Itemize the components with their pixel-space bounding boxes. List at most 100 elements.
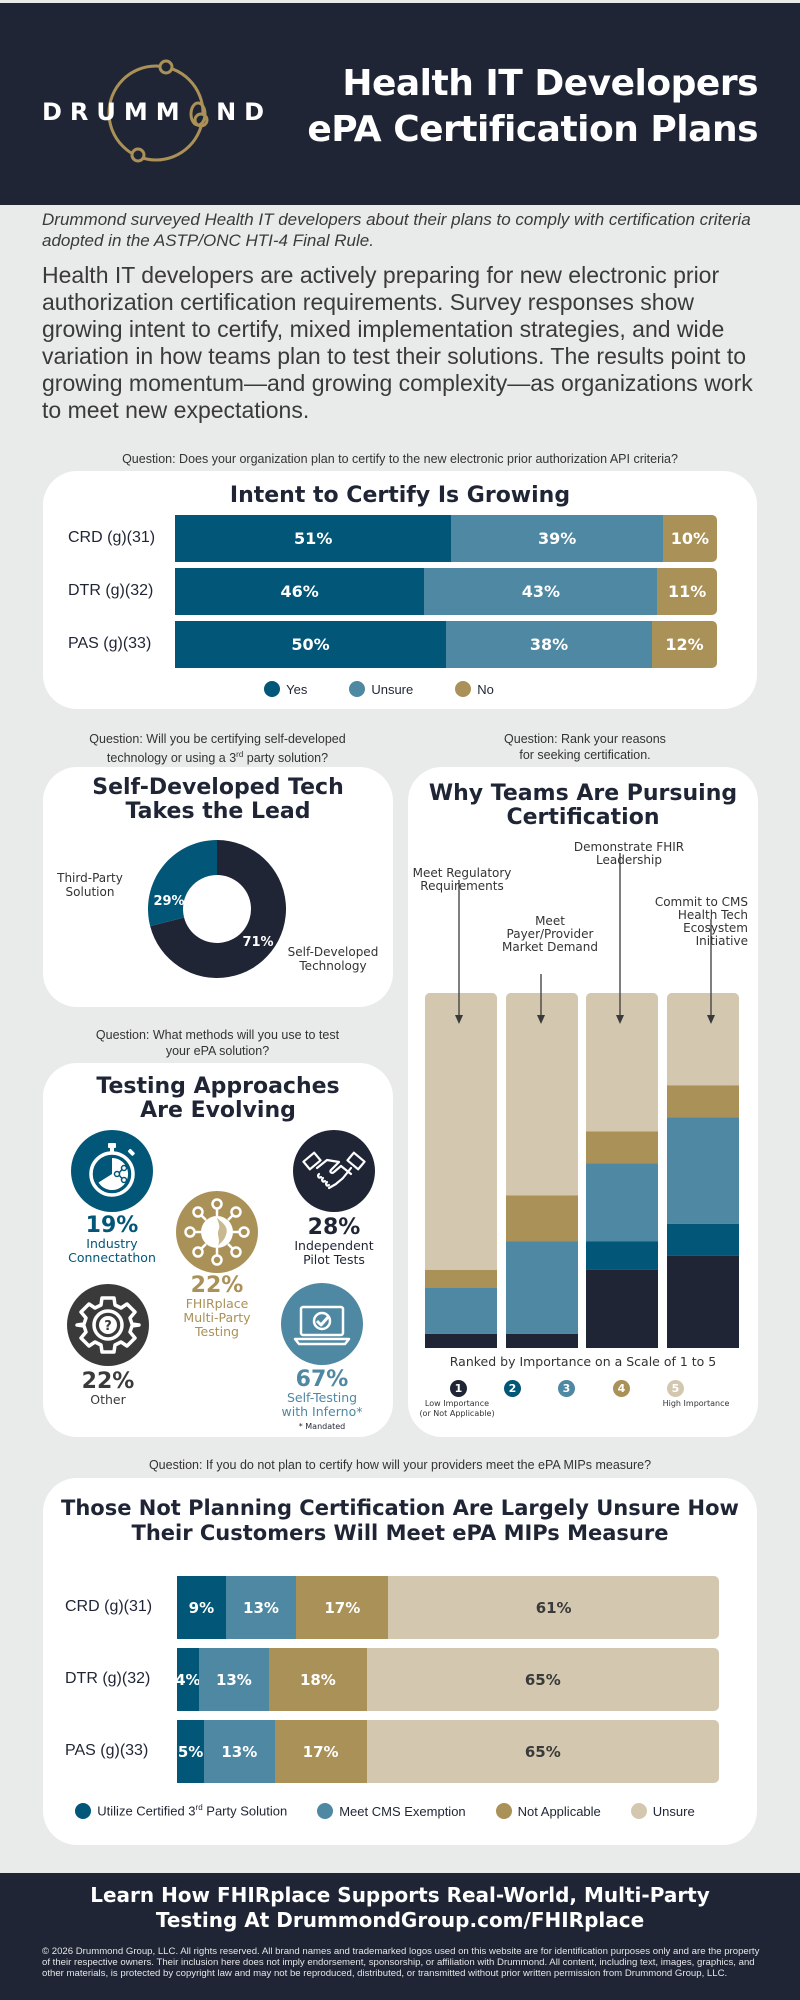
bar-row-crd-g-31: 9% 13% 17% 61%: [177, 1576, 719, 1639]
logo-text-right: ND: [216, 98, 273, 126]
bar-value-label: 4%: [177, 1670, 199, 1689]
bar-value-label: 51%: [294, 529, 333, 548]
bar-segment-utilize-certified-3rd-party-solution: 4%: [177, 1648, 199, 1711]
fhirplace-label-line1: FHIRplace: [185, 1296, 249, 1311]
bar-segment-unsure: 65%: [366, 1720, 719, 1783]
bar-value-label: 50%: [291, 635, 330, 654]
testing-item-inferno-pct: 67%: [295, 1367, 349, 1392]
selfdev-question-line1: Question: Will you be certifying self-de…: [89, 732, 346, 746]
bar-value-label: 17%: [324, 1598, 361, 1617]
bar-segment-no: 11%: [657, 568, 717, 615]
reason-category-label-line: Market Demand: [502, 940, 598, 954]
mips-title: Those Not Planning Certification Are Lar…: [43, 1496, 757, 1546]
reasons-question: Question: Rank your reasons for seeking …: [410, 731, 760, 763]
connectathon-label-line1: Industry: [86, 1236, 138, 1251]
inferno-label-line2: with Inferno*: [281, 1404, 363, 1419]
inferno-label-line1: Self-Testing: [286, 1390, 358, 1405]
bar-category-label: PAS (g)(33): [65, 1741, 149, 1759]
reason-category-label-line: Leadership: [596, 853, 662, 867]
scale-dot-3: 3: [558, 1380, 575, 1397]
bar-value-label: 11%: [668, 582, 707, 601]
reason-segment-rank-3: [425, 1287, 497, 1334]
legend-label: Not Applicable: [517, 1803, 601, 1819]
logo-text-left: DRUMM: [42, 98, 188, 126]
globe-network-icon: [184, 1198, 250, 1266]
bar-value-label: 13%: [215, 1670, 252, 1689]
testing-title-line1: Testing Approaches: [96, 1074, 340, 1099]
handshake-icon: [302, 1151, 366, 1190]
bar-segment-unsure: 39%: [451, 515, 663, 562]
page-title: Health IT Developers ePA Certification P…: [307, 61, 758, 153]
testing-card: Testing Approaches Are Evolving 19% Indu…: [43, 1063, 393, 1437]
testing-item-connectathon-label: Industry Connectathon: [51, 1237, 173, 1265]
donut-label-third-party-line2: Solution: [65, 885, 115, 899]
bar-value-label: 18%: [299, 1670, 336, 1689]
footer-cta[interactable]: Learn How FHIRplace Supports Real-World,…: [0, 1883, 800, 1933]
legend-item-utilize-certified-3rd-party-solution: Utilize Certified 3rd Party Solution: [75, 1803, 287, 1819]
bar-row-pas-g-33: 5% 13% 17% 65%: [177, 1720, 719, 1783]
reason-segment-rank-3: [506, 1241, 578, 1334]
bar-segment-not-applicable: 18%: [269, 1648, 367, 1711]
testing-item-fhirplace-pct: 22%: [190, 1273, 244, 1298]
footer-legal: © 2026 Drummond Group, LLC. All rights r…: [42, 1946, 760, 1979]
testing-item-pilot-label: Independent Pilot Tests: [273, 1239, 395, 1267]
reason-category-label-line: Demonstrate FHIR: [573, 840, 685, 854]
bar-segment-meet-cms-exemption: 13%: [225, 1576, 297, 1639]
bar-value-label: 43%: [521, 582, 560, 601]
legend-item-yes: Yes: [264, 681, 307, 697]
reason-segment-rank-1: [425, 1333, 497, 1348]
reasons-xlabel: Ranked by Importance on a Scale of 1 to …: [449, 1354, 717, 1369]
reason-segment-rank-4: [586, 1131, 658, 1164]
intro-body: Health IT developers are actively prepar…: [42, 262, 753, 423]
stopwatch-icon: [89, 1143, 135, 1197]
scale-low-line2: (or Not Applicable): [419, 1409, 495, 1418]
selfdev-title-line2: Takes the Lead: [125, 799, 311, 824]
donut-slice-third-party: [148, 840, 217, 927]
reason-category-label-line: Meet: [535, 914, 565, 928]
reason-segment-rank-5-fill: [425, 999, 497, 1270]
bar-category-label: PAS (g)(33): [68, 634, 152, 652]
top-strip: [0, 0, 800, 3]
bar-segment-yes: 51%: [175, 515, 452, 562]
reason-category-label-line: Requirements: [420, 879, 504, 893]
fhirplace-label-line3: Testing: [195, 1324, 239, 1339]
testing-title: Testing Approaches Are Evolving: [43, 1075, 393, 1123]
bar-category-label: CRD (g)(31): [65, 1597, 153, 1615]
selfdev-title-line1: Self-Developed Tech: [92, 775, 344, 800]
reason-segment-rank-4: [667, 1085, 739, 1118]
testing-item-inferno-label: Self-Testing with Inferno*: [261, 1391, 383, 1419]
testing-question: Question: What methods will you use to t…: [50, 1027, 385, 1059]
donut-value-label: 29%: [153, 894, 184, 909]
scale-dot-1: 1: [450, 1380, 467, 1397]
reason-category-label-line: Meet Regulatory: [412, 866, 512, 880]
legend-swatch: [630, 1803, 647, 1819]
footer-cta-line1[interactable]: Learn How FHIRplace Supports Real-World,…: [90, 1883, 710, 1907]
donut-slice-self-developed: [150, 840, 286, 978]
legend-item-not-applicable: Not Applicable: [495, 1803, 601, 1819]
reason-segment-rank-4: [425, 1269, 497, 1288]
donut-label-self-dev: Self-Developed Technology: [281, 945, 385, 973]
reasons-question-line2: for seeking certification.: [519, 748, 651, 762]
reason-segment-rank-3: [586, 1163, 658, 1242]
page-title-line1: Health IT Developers: [342, 63, 758, 104]
reason-segment-rank-2: [586, 1241, 658, 1270]
footer-cta-line2[interactable]: Testing At DrummondGroup.com/FHIRplace: [155, 1908, 645, 1932]
arrow-down-icon: [707, 1015, 715, 1024]
donut-label-third-party: Third-Party Solution: [53, 871, 127, 899]
selfdev-question-line2-pre: technology or using a 3: [106, 751, 237, 766]
legend-swatch: [75, 1803, 92, 1819]
arrow-down-icon: [455, 1015, 463, 1024]
bar-value-label: 39%: [537, 529, 577, 548]
intent-title: Intent to Certify Is Growing: [229, 483, 571, 508]
testing-item-pilot-pct: 28%: [307, 1215, 361, 1240]
selfdev-question: Question: Will you be certifying self-de…: [50, 731, 385, 766]
reason-segment-rank-1: [667, 1255, 739, 1348]
legend-label: No: [477, 681, 494, 697]
bar-value-label: 65%: [524, 1670, 561, 1689]
logo-ring-icon: [107, 59, 209, 163]
donut-value-label: 71%: [242, 935, 273, 950]
bar-value-label: 5%: [177, 1742, 204, 1761]
drummond-logo: DRUMMOND: [38, 58, 268, 168]
intent-card: Intent to Certify Is Growing CRD (g)(31)…: [43, 471, 757, 709]
reason-category-label-line: Commit to CMS: [654, 895, 748, 909]
